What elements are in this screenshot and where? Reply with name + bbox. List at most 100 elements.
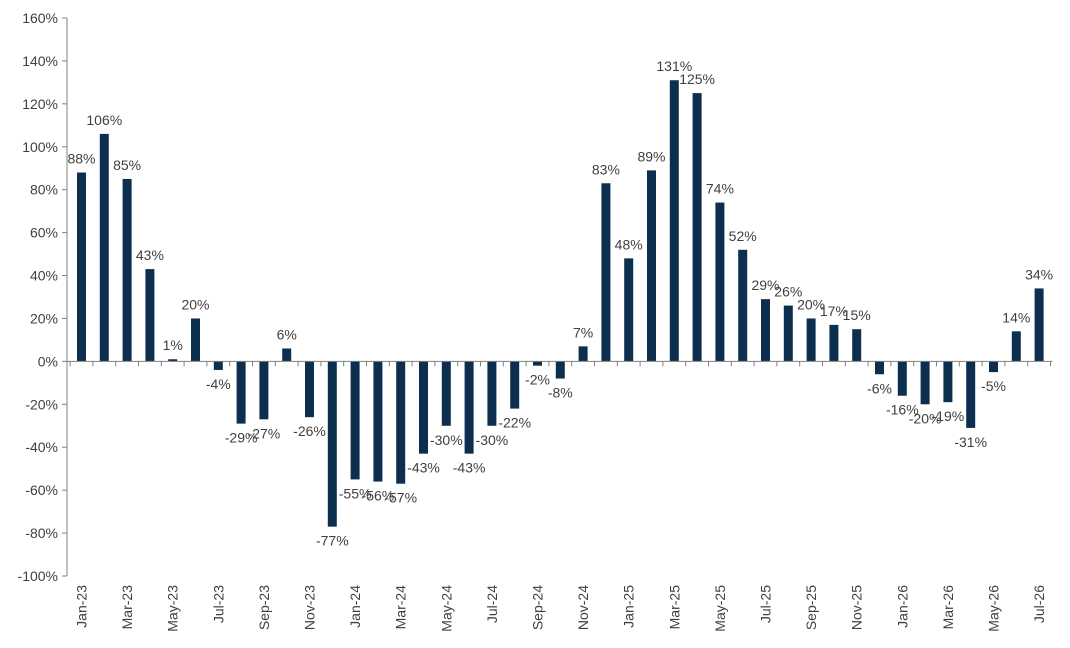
bar-oct-23 (282, 348, 292, 362)
data-label-feb-25: 89% (637, 148, 665, 164)
data-label-dec-23: -77% (316, 533, 349, 549)
bar-jul-23 (213, 361, 223, 370)
x-tick-label: Nov-24 (575, 585, 591, 630)
bar-jan-23 (77, 172, 86, 362)
bar-mar-24 (396, 361, 406, 484)
data-label-mar-26: -19% (932, 408, 965, 424)
y-tick-label: 60% (30, 225, 58, 241)
bar-feb-25 (647, 170, 656, 362)
bar-aug-24 (510, 361, 520, 409)
data-label-apr-25: 125% (679, 71, 715, 87)
y-tick-label: 140% (22, 53, 58, 69)
data-label-dec-25: -6% (867, 380, 892, 396)
data-label-feb-26: -20% (909, 410, 942, 426)
x-tick-label: Mar-23 (119, 585, 135, 630)
bar-sep-23 (259, 361, 269, 420)
bar-mar-25 (669, 80, 679, 362)
bar-mar-26 (943, 361, 953, 403)
bar-apr-24 (419, 361, 428, 454)
bar-aug-23 (236, 361, 246, 424)
x-tick-label: Sep-24 (530, 585, 546, 630)
x-tick-label: Sep-23 (256, 585, 272, 630)
data-label-oct-24: -8% (548, 385, 573, 401)
bar-apr-26 (966, 361, 976, 428)
x-tick-label: Mar-25 (666, 585, 682, 630)
y-tick-label: 100% (22, 139, 58, 155)
data-label-jun-26: 14% (1002, 309, 1030, 325)
bar-sep-24 (533, 361, 542, 366)
data-label-oct-23: 6% (277, 327, 297, 343)
x-tick-label: Mar-24 (393, 585, 409, 630)
data-label-oct-25: 17% (820, 303, 848, 319)
data-label-apr-24: -43% (407, 460, 440, 476)
data-labels: 88% 106% 85% 43% 1% 20% -4% -29%-27% 6% -26% -77% -… (67, 58, 1053, 548)
bar-may-25 (715, 202, 725, 362)
data-label-may-25: 74% (706, 181, 734, 197)
y-tick-label: -60% (25, 482, 58, 498)
data-label-jan-23: 88% (67, 151, 95, 167)
y-tick-label: 40% (30, 268, 58, 284)
bar-jun-26 (1011, 331, 1021, 362)
data-label-mar-25: 131% (656, 58, 692, 74)
bar-dec-24 (601, 183, 611, 362)
x-tick-label: Jul-26 (1031, 585, 1047, 623)
y-axis: -100% -80% -60% -40% -20% 0% 20% 40% 60% 80% 100% 1… (18, 10, 68, 584)
bar-oct-25 (829, 324, 839, 362)
bar-jun-25 (738, 249, 748, 362)
bar-dec-23 (327, 361, 337, 527)
bar-may-26 (989, 361, 998, 373)
x-tick-label: Jul-25 (758, 585, 774, 623)
x-tick-label: May-25 (712, 585, 728, 632)
data-label-may-24: -30% (430, 432, 463, 448)
y-tick-label: -40% (25, 439, 58, 455)
x-axis-labels: Jan-23 Mar-23 May-23 Jul-23 Sep-23 Nov-23 Jan-… (74, 585, 1048, 632)
data-label-jun-24: -43% (453, 460, 486, 476)
data-label-mar-24: -57% (384, 490, 417, 506)
bar-nov-24 (578, 346, 588, 362)
data-label-nov-24: 7% (573, 324, 593, 340)
data-label-may-23: 1% (163, 337, 183, 353)
data-label-jan-25: 48% (615, 236, 643, 252)
data-label-dec-24: 83% (592, 161, 620, 177)
x-tick-label: Jul-23 (210, 585, 226, 623)
bar-jun-23 (191, 318, 200, 362)
y-tick-label: 120% (22, 96, 58, 112)
y-tick-label: -100% (18, 568, 58, 584)
data-label-feb-24: -56% (362, 488, 395, 504)
x-axis (67, 360, 1053, 367)
x-tick-label: Jul-24 (484, 585, 500, 623)
data-label-sep-24: -2% (525, 372, 550, 388)
bar-dec-25 (875, 361, 884, 375)
bar-apr-25 (692, 93, 702, 362)
bar-may-24 (441, 361, 451, 426)
bar-jul-24 (487, 361, 497, 426)
data-label-nov-23: -26% (293, 423, 326, 439)
bar-apr-23 (145, 269, 155, 362)
x-tick-label: Nov-23 (302, 585, 318, 630)
x-tick-label: Jan-24 (347, 585, 363, 628)
bars (77, 80, 1044, 527)
data-label-jul-23: -4% (206, 376, 231, 392)
data-label-jun-23: 20% (181, 296, 209, 312)
bar-jan-24 (350, 361, 360, 480)
x-tick-label: Jan-25 (621, 585, 637, 628)
bar-jan-26 (897, 361, 907, 396)
data-label-jul-26: 34% (1025, 266, 1053, 282)
bar-feb-23 (99, 133, 109, 362)
data-label-jul-25: 29% (751, 277, 779, 293)
x-tick-label: Jan-26 (894, 585, 910, 628)
bar-may-23 (168, 359, 178, 362)
x-tick-label: Jan-23 (74, 585, 90, 628)
y-tick-label: 160% (22, 10, 58, 26)
y-tick-label: 0% (38, 353, 58, 369)
data-label-feb-23: 106% (86, 112, 122, 128)
y-tick-label: -20% (25, 396, 58, 412)
x-tick-label: Mar-26 (940, 585, 956, 630)
bar-oct-24 (555, 361, 565, 379)
bar-feb-26 (920, 361, 930, 405)
bar-sep-25 (806, 318, 816, 362)
bar-feb-24 (373, 361, 383, 482)
data-label-apr-26: -31% (954, 434, 987, 450)
bar-nov-25 (852, 329, 862, 362)
bar-aug-25 (783, 305, 793, 362)
